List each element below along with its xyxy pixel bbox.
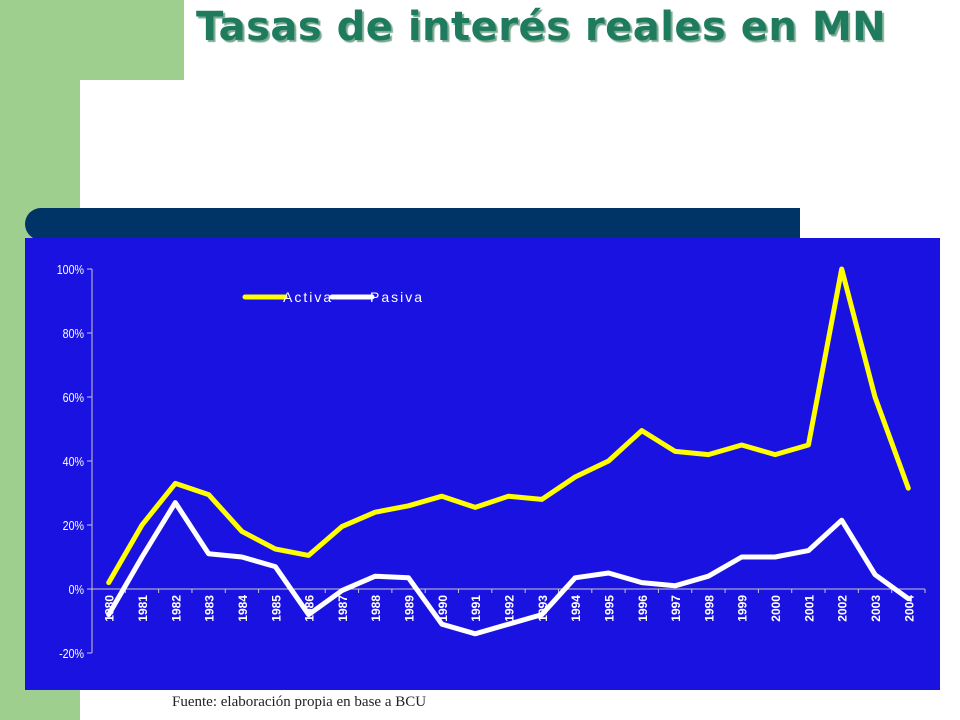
chart-series xyxy=(106,266,911,637)
y-tick-label: 40% xyxy=(63,454,85,469)
x-tick-label: 2000 xyxy=(769,595,783,622)
x-tick-label: 1996 xyxy=(636,595,650,622)
x-tick-label: 1999 xyxy=(736,595,750,622)
chart-legend: Activa Pasiva xyxy=(242,289,424,305)
chart-area: -20% 0% 20% 40% 60% 80% 100% 1980 1981 1982 1983 19… xyxy=(25,238,940,690)
line-chart: -20%0%20%40%60%80%100%1980 1981 1982 1983 19… xyxy=(57,262,926,661)
x-tick-label: 1988 xyxy=(369,595,383,622)
x-tick-label: 1985 xyxy=(269,595,283,622)
x-tick-label: 1991 xyxy=(469,595,483,622)
x-tick-label: 1997 xyxy=(669,595,683,622)
x-tick-label: 1994 xyxy=(569,595,583,622)
series-line-pasiva xyxy=(106,500,911,637)
x-tick-label: 1987 xyxy=(336,595,350,622)
x-tick-label: 1982 xyxy=(169,595,183,622)
x-tick-label: 1992 xyxy=(503,595,517,622)
x-tick-label: 2004 xyxy=(902,595,916,622)
y-tick-label: 0% xyxy=(69,582,85,597)
x-tick-label: 1984 xyxy=(236,595,250,622)
corner-curve xyxy=(80,80,140,140)
x-tick-label: 2002 xyxy=(836,595,850,622)
legend-label-activa: Activa xyxy=(283,289,333,305)
legend-label-pasiva: Pasiva xyxy=(370,289,424,305)
x-tick-label: 2003 xyxy=(869,595,883,622)
chart-axes: -20%0%20%40%60%80%100%1980 1981 1982 1983 19… xyxy=(57,262,926,661)
series-line-activa xyxy=(106,266,911,586)
source-note: Fuente: elaboración propia en base a BCU xyxy=(172,694,427,710)
x-tick-label: 1981 xyxy=(136,595,150,622)
header-band xyxy=(25,208,800,240)
x-tick-label: 1983 xyxy=(203,595,217,622)
y-tick-label: 80% xyxy=(63,326,85,341)
y-tick-label: -20% xyxy=(59,646,84,661)
y-tick-label: 100% xyxy=(57,262,85,277)
y-tick-label: 60% xyxy=(63,390,85,405)
slide-title: Tasas de interés reales en MN xyxy=(196,4,887,50)
x-tick-label: 2001 xyxy=(802,595,816,622)
x-tick-label: 1995 xyxy=(602,595,616,622)
x-tick-label: 1989 xyxy=(403,595,417,622)
x-tick-label: 1990 xyxy=(436,595,450,622)
x-tick-label: 1998 xyxy=(702,595,716,622)
top-decor-bar xyxy=(80,0,184,80)
y-tick-label: 20% xyxy=(63,518,85,533)
